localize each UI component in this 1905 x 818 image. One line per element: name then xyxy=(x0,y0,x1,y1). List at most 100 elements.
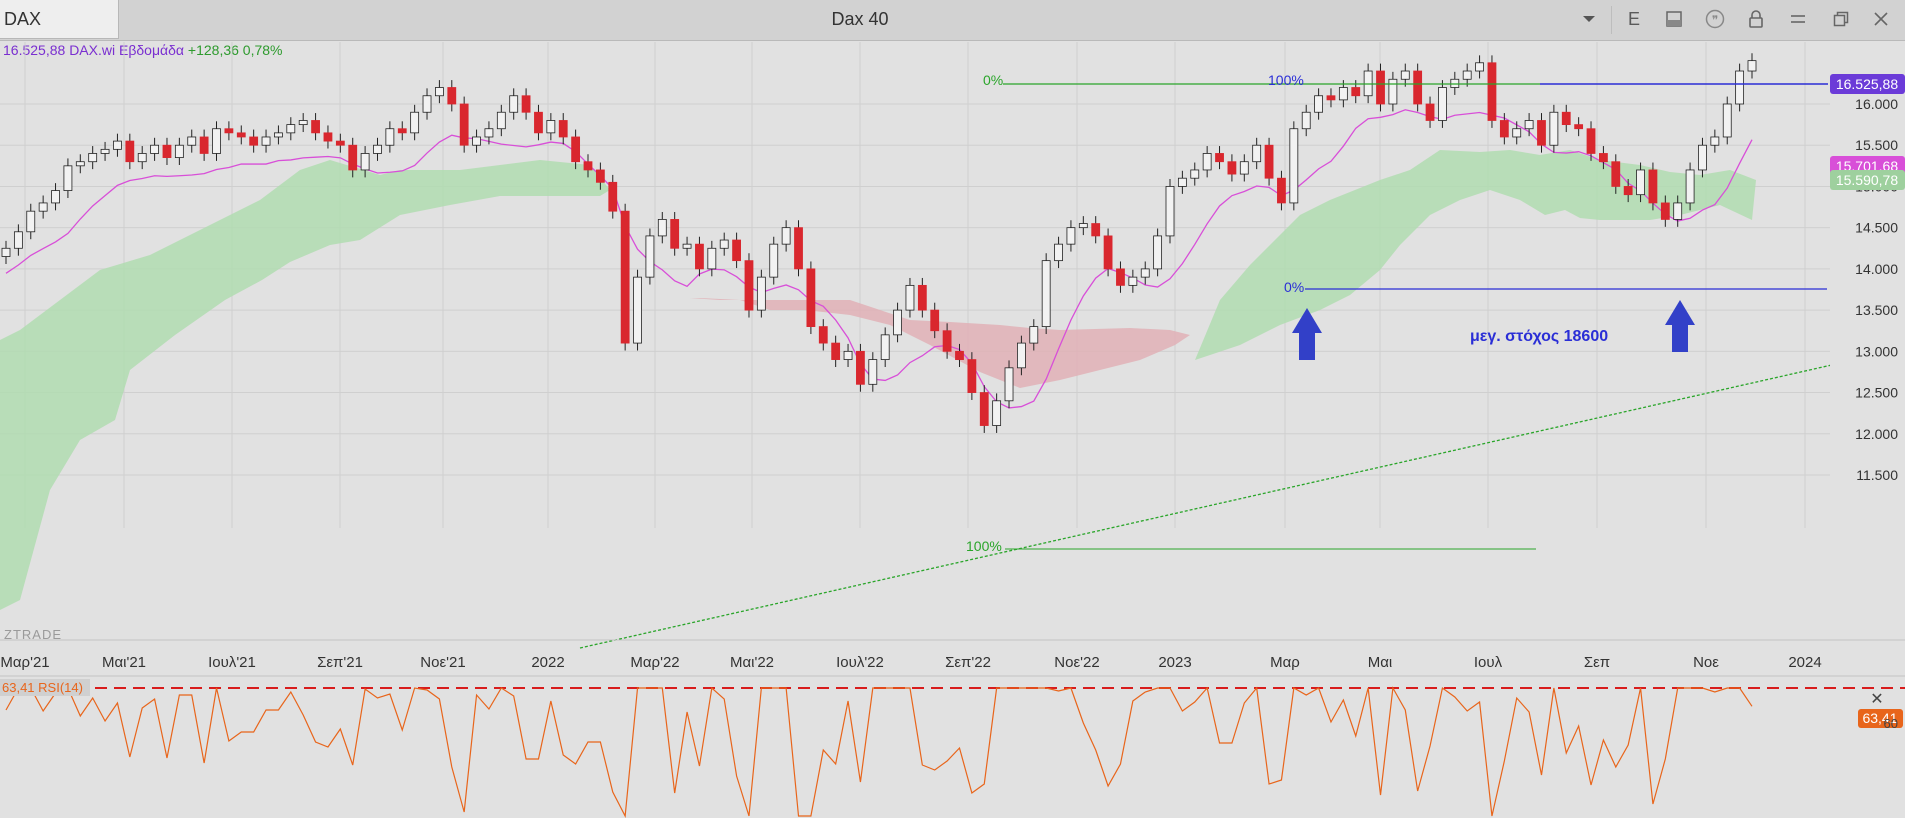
candle xyxy=(199,136,209,154)
candle xyxy=(1623,186,1633,196)
candle xyxy=(1,247,11,257)
candle xyxy=(323,132,333,142)
y-axis-panel xyxy=(1830,42,1905,528)
x-tick-label: Ιουλ'22 xyxy=(836,654,884,671)
candle xyxy=(360,153,370,171)
candle xyxy=(150,144,159,154)
candle xyxy=(583,161,593,171)
y-tick-label: 14.500 xyxy=(1855,220,1898,236)
candle xyxy=(1438,87,1447,121)
quote-header: 16.525,88 DAX.wi Εβδομάδα +128,36 0,78% xyxy=(3,42,283,58)
candle xyxy=(992,400,1002,426)
candle xyxy=(385,128,395,146)
candle xyxy=(818,326,828,344)
target-annotation: μεγ. στόχος 18600 xyxy=(1470,328,1608,345)
candle xyxy=(1289,128,1299,204)
candle xyxy=(162,144,172,158)
candle xyxy=(1673,202,1683,220)
candle xyxy=(695,243,704,270)
candle xyxy=(1264,144,1274,179)
candle xyxy=(100,148,110,154)
candle xyxy=(63,165,73,191)
candle xyxy=(1376,70,1385,105)
candle xyxy=(261,136,271,146)
candle xyxy=(38,202,48,212)
e-button[interactable]: E xyxy=(1627,8,1640,29)
candle xyxy=(88,153,98,163)
candle xyxy=(1338,87,1348,101)
candle xyxy=(1636,169,1645,196)
x-tick-label: Ιουλ'21 xyxy=(208,654,256,671)
up-arrow-marker xyxy=(1665,300,1695,352)
candle xyxy=(1425,103,1435,121)
candle xyxy=(1487,62,1497,121)
dropdown-icon[interactable] xyxy=(1570,0,1608,38)
candle xyxy=(756,276,766,311)
candle xyxy=(1722,103,1732,138)
rsi-label-bg xyxy=(0,679,90,696)
quote-icon[interactable]: ❞ xyxy=(1696,0,1734,38)
rsi-line xyxy=(5,686,1753,818)
symbol-field[interactable]: DAX xyxy=(0,0,119,39)
x-tick-label: 2022 xyxy=(531,654,564,671)
candle xyxy=(1190,169,1200,179)
candle xyxy=(1685,169,1695,204)
candle xyxy=(1301,111,1311,130)
candle xyxy=(1227,161,1237,175)
candle xyxy=(1549,111,1559,146)
x-tick-label: 2024 xyxy=(1788,654,1821,671)
candle xyxy=(1450,78,1460,88)
candle xyxy=(893,309,902,336)
restore-icon[interactable] xyxy=(1822,0,1860,38)
fib-label-mid: 0% xyxy=(1284,279,1304,295)
close-icon[interactable] xyxy=(1862,0,1900,38)
candle xyxy=(1239,161,1249,175)
candle xyxy=(187,136,197,146)
candle xyxy=(447,87,457,105)
candle xyxy=(955,350,964,360)
candle xyxy=(1066,227,1076,245)
candle xyxy=(1611,161,1621,187)
candle xyxy=(484,128,494,138)
price-badge xyxy=(1830,74,1905,94)
candle xyxy=(794,227,803,270)
rsi-tick: 60 xyxy=(1884,716,1898,731)
candle xyxy=(373,144,382,154)
candle xyxy=(633,276,642,344)
candle xyxy=(670,219,680,249)
layout-icon[interactable] xyxy=(1655,0,1693,38)
candle xyxy=(1314,95,1323,113)
candle xyxy=(1054,243,1063,262)
price-badge xyxy=(1830,170,1905,190)
candle xyxy=(1710,136,1720,146)
candle xyxy=(732,239,741,262)
candle xyxy=(1177,177,1187,187)
minimize-icon[interactable] xyxy=(1779,0,1817,38)
trend-line xyxy=(579,349,1899,649)
candle xyxy=(1499,120,1509,138)
candle xyxy=(1215,153,1224,163)
ichimoku-cloud-bullish xyxy=(1195,150,1756,360)
candle xyxy=(1512,128,1522,138)
candle xyxy=(125,140,135,163)
y-tick-label: 13.500 xyxy=(1855,302,1898,318)
candle xyxy=(595,169,605,183)
lock-icon[interactable] xyxy=(1737,0,1775,38)
x-tick-label: Σεπ'22 xyxy=(945,654,991,671)
candle xyxy=(13,231,23,249)
candle xyxy=(831,342,841,360)
candle xyxy=(880,334,890,360)
candle xyxy=(26,210,36,233)
candle xyxy=(1041,260,1051,327)
candle xyxy=(286,124,296,134)
candle xyxy=(571,136,581,163)
x-tick-label: Μαι xyxy=(1368,654,1393,671)
candle xyxy=(1351,87,1361,97)
candle xyxy=(645,235,655,278)
x-tick-label: Μαι'22 xyxy=(730,654,774,671)
candle xyxy=(335,140,345,146)
candle xyxy=(1574,124,1584,130)
candle xyxy=(917,284,927,311)
candle xyxy=(348,144,358,171)
